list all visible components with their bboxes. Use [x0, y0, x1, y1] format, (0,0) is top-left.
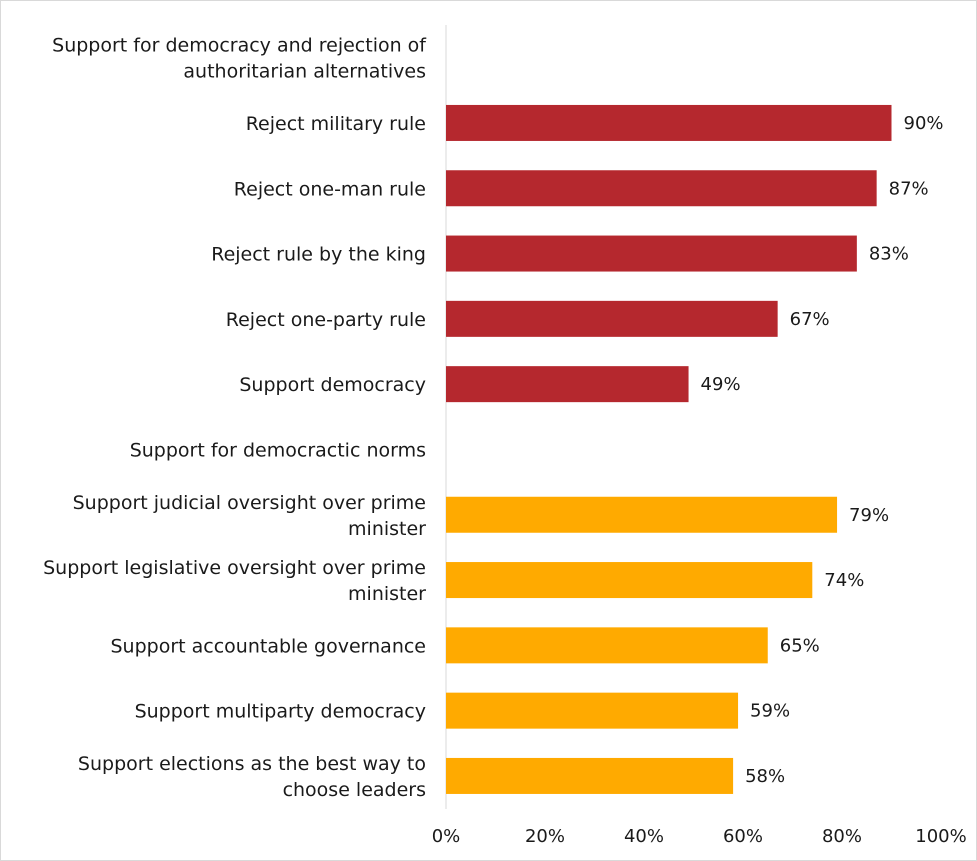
category-label: Support for democracy and rejection of au…: [52, 35, 427, 83]
bar: [446, 627, 768, 664]
bar: [446, 757, 734, 794]
bar: [446, 300, 778, 337]
x-tick-label: 20%: [525, 826, 565, 847]
value-label: 59%: [750, 701, 790, 722]
value-label: 87%: [889, 178, 929, 199]
bar: [446, 104, 892, 141]
category-label: Support multiparty democracy: [135, 701, 426, 723]
value-labels: 90% 87% 83% 67% 49% 79% 74% 65% 59% 58%: [701, 113, 944, 787]
x-tick-label: 40%: [624, 826, 664, 847]
category-label: Reject one-man rule: [234, 178, 426, 200]
value-label: 58%: [745, 766, 785, 787]
category-label: Reject one-party rule: [226, 309, 426, 331]
category-label: Reject rule by the king: [211, 244, 426, 266]
bars: [446, 104, 892, 794]
category-label: Support elections as the best way to choo…: [78, 753, 426, 801]
bar: [446, 562, 813, 599]
bar: [446, 235, 857, 272]
x-tick-label: 0%: [432, 826, 461, 847]
x-tick-label: 80%: [822, 826, 862, 847]
value-label: 79%: [849, 505, 889, 526]
category-label: Reject military rule: [246, 113, 426, 135]
category-label: Support legislative oversight over prime…: [43, 557, 426, 605]
bar: [446, 692, 739, 729]
value-label: 49%: [701, 374, 741, 395]
value-label: 67%: [790, 309, 830, 330]
bar: [446, 170, 877, 207]
category-label: Support for democractic norms: [130, 439, 426, 461]
bar: [446, 366, 689, 403]
tick-labels: 0% 20% 40% 60% 80% 100%: [432, 826, 967, 847]
value-label: 74%: [824, 570, 864, 591]
category-labels: Support for democracy and rejection of au…: [43, 35, 427, 801]
category-label: Support democracy: [239, 374, 426, 396]
category-label: Support judicial oversight over prime min…: [73, 492, 427, 540]
category-label: Support accountable governance: [110, 635, 426, 657]
x-tick-label: 60%: [723, 826, 763, 847]
value-label: 83%: [869, 244, 909, 265]
value-label: 90%: [904, 113, 944, 134]
bar: [446, 496, 838, 533]
value-label: 65%: [780, 635, 820, 656]
x-tick-label: 100%: [915, 826, 966, 847]
